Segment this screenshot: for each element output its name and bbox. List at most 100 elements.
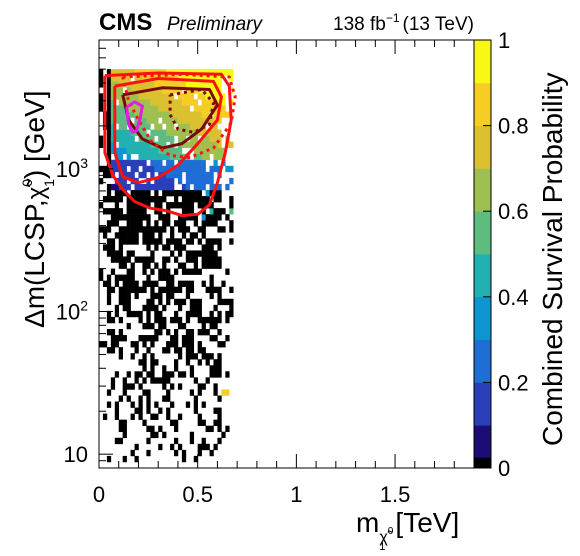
heatmap-cell: [150, 353, 155, 360]
heatmap-cell: [201, 165, 206, 173]
heatmap-cell: [213, 383, 218, 390]
contour-red-inner: [113, 77, 223, 185]
heatmap-cell: [142, 123, 147, 130]
heatmap-cell: [106, 171, 112, 179]
heatmap-cell: [217, 69, 222, 76]
heatmap-cell: [99, 226, 104, 233]
heatmap-cell: [185, 341, 191, 348]
heatmap-cell: [106, 69, 112, 76]
heatmap-cell: [138, 123, 143, 130]
heatmap-cell: [193, 135, 198, 142]
heatmap-cell: [106, 274, 112, 281]
heatmap-cell: [142, 93, 147, 100]
heatmap-cell: [197, 189, 202, 197]
heatmap-cell: [181, 262, 187, 269]
heatmap-cell: [177, 111, 183, 118]
heatmap-cell: [114, 129, 120, 136]
heatmap-cell: [185, 129, 191, 136]
colorbar-swatch: [474, 371, 491, 383]
colorbar-swatch: [474, 82, 491, 94]
heatmap-cell: [134, 286, 139, 294]
heatmap-cell: [181, 99, 187, 106]
heatmap-cell: [229, 238, 234, 245]
heatmap-cell: [197, 171, 202, 179]
heatmap-cell: [142, 183, 147, 191]
heatmap-cell: [146, 304, 151, 312]
heatmap-cell: [201, 280, 206, 287]
heatmap-cell: [162, 322, 167, 330]
heatmap-cell: [225, 69, 230, 76]
heatmap-cell: [110, 183, 116, 191]
heatmap-cell: [221, 147, 226, 155]
heatmap-cell: [181, 371, 187, 378]
heatmap-cell: [130, 135, 135, 142]
heatmap-cell: [154, 304, 159, 312]
heatmap-cell: [189, 75, 195, 82]
heatmap-cell: [201, 347, 206, 354]
heatmap-cell: [170, 135, 175, 142]
heatmap-cell: [201, 177, 206, 185]
heatmap-cell: [134, 189, 139, 197]
heatmap-cell: [217, 153, 222, 161]
heatmap-cell: [174, 286, 179, 294]
heatmap-cell: [142, 75, 147, 82]
heatmap-cell: [181, 455, 187, 463]
heatmap-cell: [162, 183, 167, 191]
heatmap-cell: [158, 123, 163, 130]
heatmap-cell: [134, 280, 139, 287]
heatmap-cell: [213, 262, 218, 269]
heatmap-cell: [99, 341, 104, 348]
heatmap-cell: [181, 244, 187, 251]
heatmap-cell: [205, 377, 210, 384]
heatmap-cell: [106, 147, 112, 155]
heatmap-cell: [185, 105, 191, 112]
heatmap-cell: [209, 425, 214, 433]
heatmap-cell: [134, 292, 139, 300]
heatmap-cell: [154, 147, 159, 155]
colorbar-swatch: [474, 200, 491, 212]
heatmap-cell: [118, 129, 123, 136]
heatmap-cell: [146, 183, 151, 191]
heatmap-cell: [162, 81, 167, 88]
heatmap-cell: [221, 208, 226, 215]
heatmap-cell: [122, 93, 127, 100]
heatmap-cell: [162, 220, 167, 227]
heatmap-cell: [217, 365, 222, 372]
heatmap-cell: [217, 292, 222, 300]
heatmap-cell: [193, 377, 198, 384]
heatmap-cell: [189, 437, 195, 445]
heatmap-cell: [162, 274, 167, 281]
heatmap-cell: [162, 226, 167, 233]
heatmap-cell: [122, 389, 127, 396]
heatmap-cell: [197, 316, 202, 324]
heatmap-cell: [174, 419, 179, 426]
heatmap-cell: [213, 69, 218, 76]
heatmap-cell: [209, 147, 214, 155]
heatmap-cell: [170, 371, 175, 378]
heatmap-cell: [193, 455, 198, 463]
heatmap-cell: [181, 129, 187, 136]
heatmap-cell: [201, 183, 206, 191]
heatmap-cell: [174, 105, 179, 112]
heatmap-cell: [122, 117, 127, 124]
heatmap-cell: [142, 322, 147, 330]
heatmap-cell: [193, 232, 198, 239]
heatmap-cell: [118, 329, 123, 336]
heatmap-cell: [158, 425, 163, 433]
heatmap-cell: [177, 135, 183, 142]
heatmap-cell: [138, 147, 143, 155]
heatmap-cell: [170, 129, 175, 136]
colorbar-swatch: [474, 232, 491, 244]
heatmap-cell: [122, 377, 127, 384]
heatmap-cell: [229, 165, 234, 173]
heatmap-cell: [130, 93, 135, 100]
heatmap-cell: [197, 141, 202, 148]
heatmap-cell: [130, 232, 135, 239]
heatmap-cell: [166, 292, 171, 300]
heatmap-cell: [150, 99, 155, 106]
heatmap-cell: [193, 407, 198, 414]
heatmap-cell: [122, 183, 127, 191]
heatmap-cell: [146, 135, 151, 142]
heatmap-cell: [193, 262, 198, 269]
heatmap-cell: [114, 341, 120, 348]
